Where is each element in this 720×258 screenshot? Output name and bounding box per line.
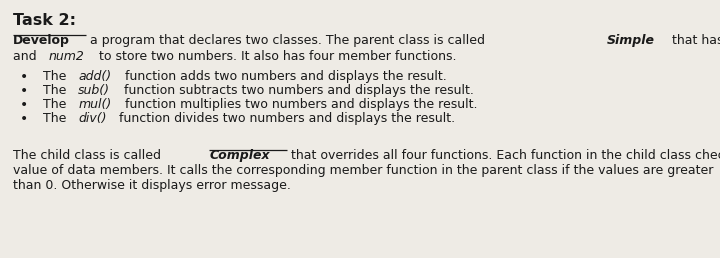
Text: Task 2:: Task 2: bbox=[13, 13, 76, 28]
Text: num2: num2 bbox=[49, 50, 84, 63]
Text: value of data members. It calls the corresponding member function in the parent : value of data members. It calls the corr… bbox=[13, 164, 714, 177]
Text: function divides two numbers and displays the result.: function divides two numbers and display… bbox=[115, 112, 455, 125]
Text: Develop: Develop bbox=[13, 34, 70, 47]
Text: The: The bbox=[43, 98, 71, 111]
Text: •: • bbox=[20, 98, 28, 112]
Text: than 0. Otherwise it displays error message.: than 0. Otherwise it displays error mess… bbox=[13, 179, 291, 192]
Text: The child class is called: The child class is called bbox=[13, 149, 165, 162]
Text: •: • bbox=[20, 84, 28, 98]
Text: and: and bbox=[13, 50, 40, 63]
Text: The: The bbox=[43, 70, 71, 83]
Text: a program that declares two classes. The parent class is called: a program that declares two classes. The… bbox=[86, 34, 490, 47]
Text: function multiplies two numbers and displays the result.: function multiplies two numbers and disp… bbox=[121, 98, 478, 111]
Text: The: The bbox=[43, 84, 71, 97]
Text: function subtracts two numbers and displays the result.: function subtracts two numbers and displ… bbox=[120, 84, 474, 97]
Text: add(): add() bbox=[78, 70, 112, 83]
Text: that overrides all four functions. Each function in the child class checks the: that overrides all four functions. Each … bbox=[287, 149, 720, 162]
Text: •: • bbox=[20, 70, 28, 84]
Text: •: • bbox=[20, 112, 28, 126]
Text: that has two data members: that has two data members bbox=[668, 34, 720, 47]
Text: function adds two numbers and displays the result.: function adds two numbers and displays t… bbox=[121, 70, 447, 83]
Text: sub(): sub() bbox=[78, 84, 110, 97]
Text: mul(): mul() bbox=[78, 98, 112, 111]
Text: Complex: Complex bbox=[209, 149, 270, 162]
Text: The: The bbox=[43, 112, 71, 125]
Text: div(): div() bbox=[78, 112, 107, 125]
Text: to store two numbers. It also has four member functions.: to store two numbers. It also has four m… bbox=[95, 50, 456, 63]
Text: Simple: Simple bbox=[606, 34, 654, 47]
